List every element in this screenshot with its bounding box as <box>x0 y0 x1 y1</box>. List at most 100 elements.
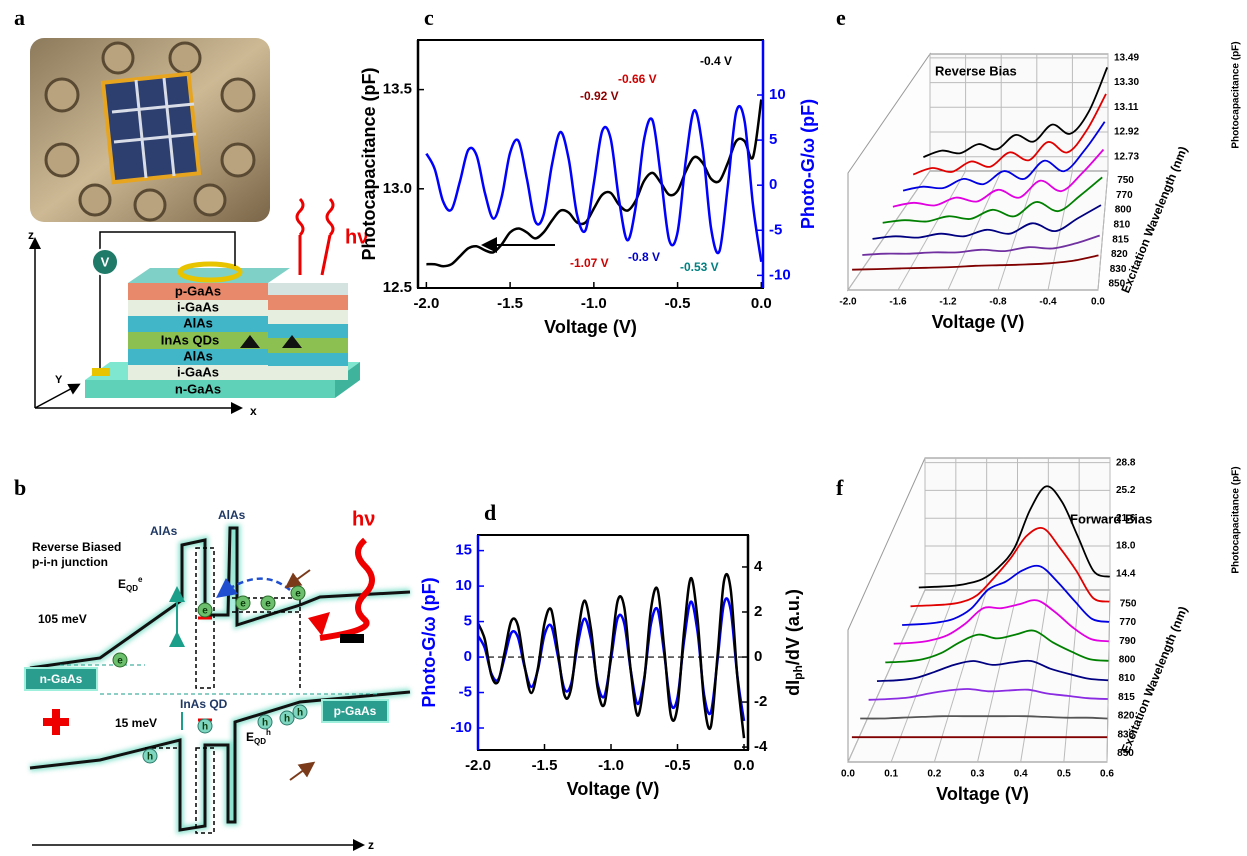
data-line <box>918 485 1111 589</box>
axis-label: Y <box>55 374 63 386</box>
z-tick-label: 21.6 <box>1116 513 1136 524</box>
n-contact <box>24 667 98 691</box>
depth-tick-label: 750 <box>1117 175 1134 186</box>
data-line <box>860 715 1108 720</box>
grid-line <box>1020 589 1049 763</box>
contact-label: n-GaAs <box>40 672 83 686</box>
axis-title: Photo-G/ω (pF) <box>798 99 818 229</box>
panel-b: b e e <box>14 475 411 852</box>
panel-a: a z Y x <box>14 5 368 418</box>
y-tick-label: -10 <box>450 719 472 736</box>
carrier-label: h <box>202 722 208 733</box>
data-line <box>923 67 1109 158</box>
plus-sign <box>43 709 69 735</box>
data-line <box>862 234 1100 256</box>
chart-title: Reverse Bias <box>935 63 1017 78</box>
x-tick-label: -2.0 <box>839 297 857 308</box>
depth-tick-label: 810 <box>1118 673 1135 684</box>
panel-letter: d <box>484 500 496 525</box>
carrier-label: e <box>240 599 246 610</box>
x-tick-label: -2.0 <box>465 757 491 774</box>
minus-sign <box>340 634 364 643</box>
p-contact <box>321 699 389 723</box>
carrier-label: e <box>295 589 301 600</box>
offset-label: 15 meV <box>115 716 157 730</box>
panel-letter: c <box>424 5 434 30</box>
depth-tick-label: 810 <box>1113 220 1130 231</box>
x-tick-label: 0.0 <box>1091 297 1105 308</box>
grid-line <box>1106 589 1111 763</box>
layer-label: p-GaAs <box>175 283 221 298</box>
dot-outline <box>145 547 301 834</box>
axis-title-part: ph <box>791 665 805 680</box>
x-tick-label: -0.5 <box>665 757 691 774</box>
meter-label: V <box>101 254 110 269</box>
panel-letter: f <box>836 475 844 500</box>
layer-label: n-GaAs <box>175 381 221 396</box>
depth-tick-label: 770 <box>1119 617 1136 628</box>
axis-title: Voltage (V) <box>936 784 1029 804</box>
y2-tick-label: 4 <box>754 558 763 575</box>
depth-tick-label: 850 <box>1117 748 1134 759</box>
level-label: EQDh <box>246 728 271 746</box>
depth-tick-label: 820 <box>1118 711 1135 722</box>
data-line <box>476 572 746 739</box>
axis-title-part: dI <box>783 680 803 696</box>
barrier-label: AlAs <box>150 524 178 538</box>
grid-line <box>1063 589 1080 763</box>
depth-tick-label: 750 <box>1120 598 1137 609</box>
x-tick-label: -1.5 <box>497 295 523 312</box>
axis-title: Photocapacitance (pF) <box>359 67 379 260</box>
x-tick-label: -0.5 <box>665 295 691 312</box>
device-schematic: z Y x V <box>28 197 368 418</box>
annotation: -0.8 V <box>628 250 660 264</box>
x-tick-label: -0.4 <box>1039 297 1057 308</box>
data-line <box>885 629 1109 664</box>
axis-title: Photocapacitance (pF) <box>1231 41 1242 148</box>
carrier-label: e <box>117 656 123 667</box>
depth-tick-label: 850 <box>1109 279 1126 290</box>
depth-tick-label: 820 <box>1111 249 1128 260</box>
offset-label: 105 meV <box>38 612 87 626</box>
y-tick-label: 12.5 <box>383 279 412 296</box>
x-tick-label: -0.8 <box>989 297 1007 308</box>
layer-label: InAs QDs <box>161 332 220 347</box>
carriers <box>112 585 306 668</box>
grid-line <box>933 589 988 763</box>
y2-tick-label: -4 <box>754 738 768 755</box>
data-line <box>902 121 1106 192</box>
depth-tick-label: 830 <box>1117 729 1134 740</box>
layer-label: AlAs <box>183 315 213 330</box>
grid-line <box>977 589 1018 763</box>
x-tick-label: -1.0 <box>581 295 607 312</box>
z-tick-label: 14.4 <box>1116 568 1136 579</box>
data-line <box>912 93 1107 176</box>
axis-label: z <box>28 228 34 242</box>
depth-tick-label: 815 <box>1112 234 1129 245</box>
y2-tick-label: 0 <box>769 176 777 193</box>
x-tick-label: -1.6 <box>889 297 907 308</box>
y2-tick-label: -10 <box>769 266 791 283</box>
panel-letter: a <box>14 5 25 30</box>
carriers <box>142 704 308 764</box>
annotation: -0.4 V <box>700 54 732 68</box>
data-line <box>892 148 1105 208</box>
x-tick-label: 0.2 <box>927 769 941 780</box>
axis-title: dIph/dV (a.u.) <box>783 589 805 696</box>
x-tick-label: 0.4 <box>1014 769 1028 780</box>
x-tick-label: 0.0 <box>841 769 855 780</box>
carrier-label: e <box>202 606 208 617</box>
annotation: -0.92 V <box>580 89 619 103</box>
axis-title: Voltage (V) <box>932 312 1025 332</box>
x-tick-label: 0.0 <box>734 757 755 774</box>
annotation: -0.66 V <box>618 72 657 86</box>
level-label: EQDe <box>118 575 143 593</box>
y-tick-label: 10 <box>455 577 472 594</box>
y2-tick-label: -2 <box>754 693 767 710</box>
junction-label: Reverse Biased <box>32 540 121 554</box>
depth-tick-label: 800 <box>1119 655 1136 666</box>
data-line <box>425 104 763 262</box>
panel-letter: e <box>836 5 846 30</box>
depth-tick-label: 830 <box>1110 264 1127 275</box>
